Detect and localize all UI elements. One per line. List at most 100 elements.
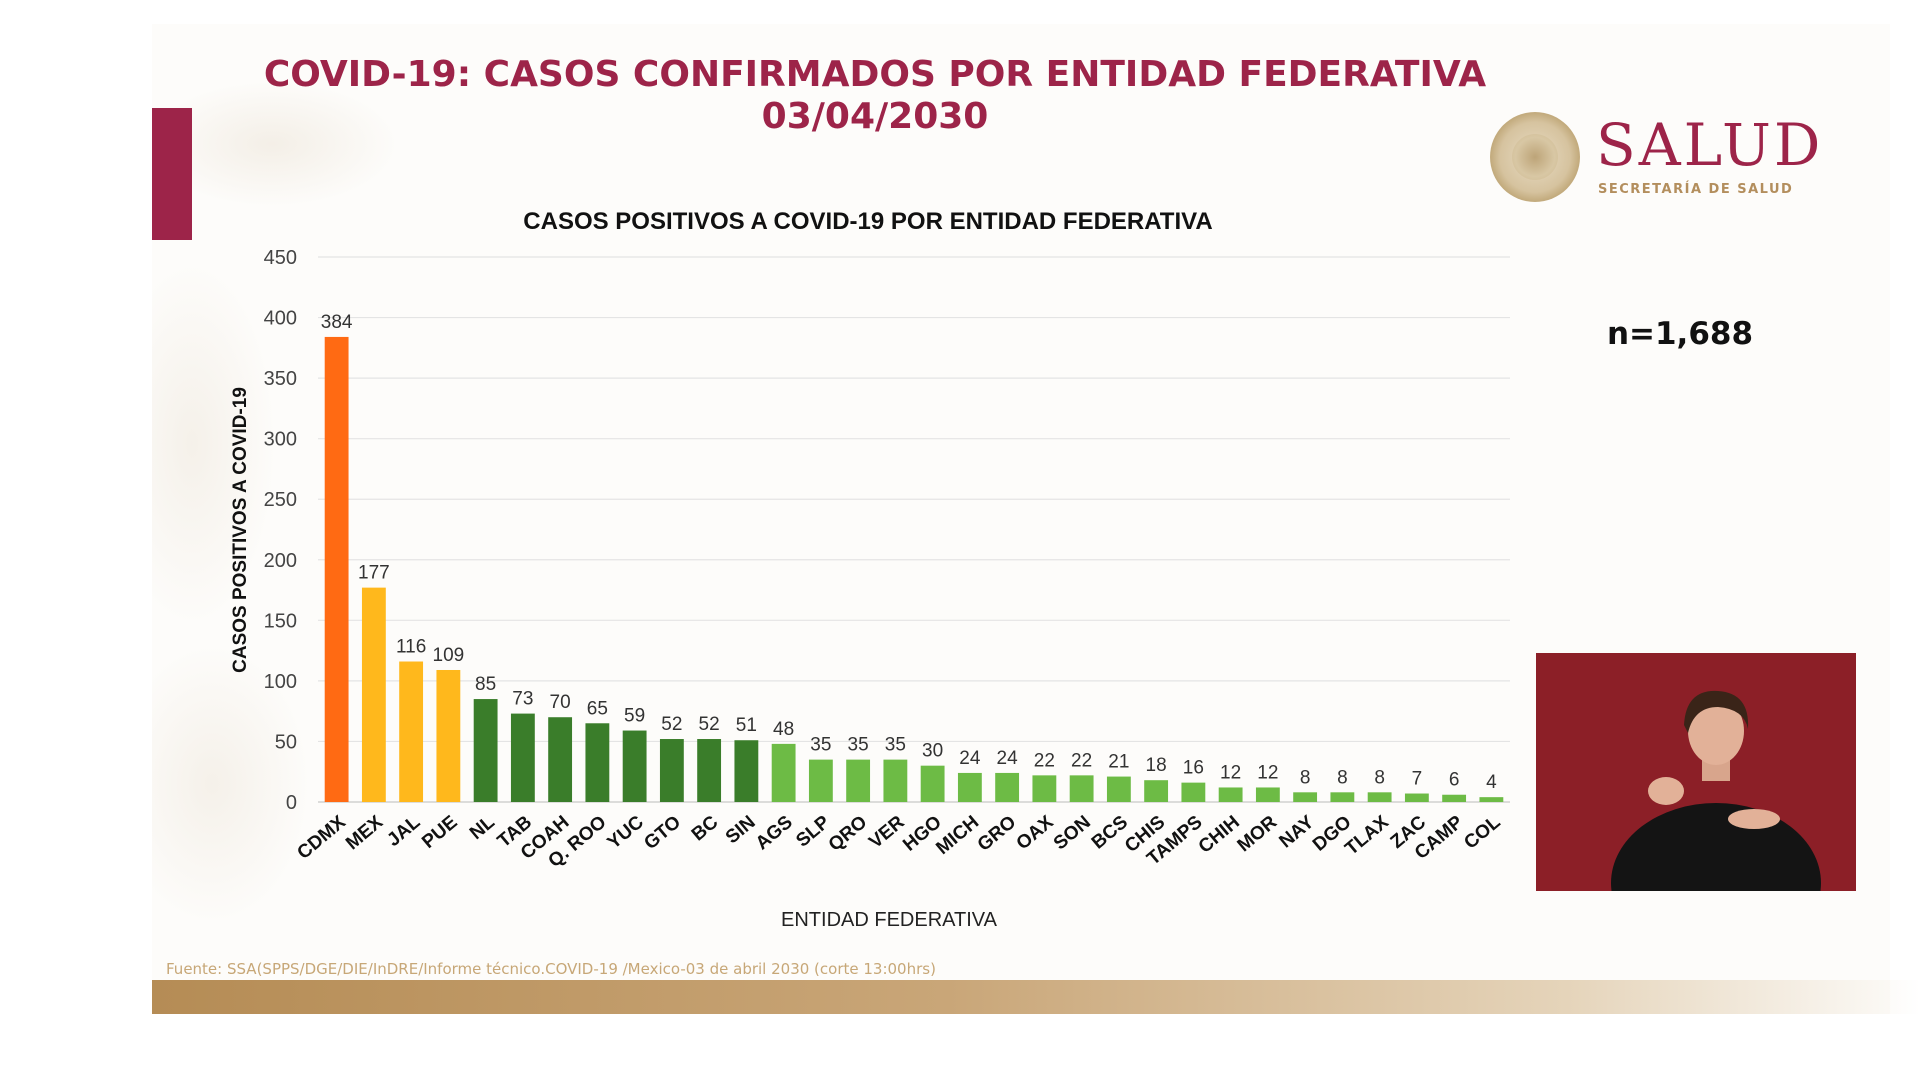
y-tick-label: 150 bbox=[264, 610, 297, 632]
logo-wordmark: SALUD bbox=[1596, 111, 1824, 179]
bar bbox=[324, 336, 349, 802]
bar-value-label: 4 bbox=[1486, 772, 1497, 793]
bar bbox=[1330, 792, 1355, 802]
x-tick-label: NAY bbox=[1275, 812, 1318, 853]
chart-title: CASOS POSITIVOS A COVID-19 POR ENTIDAD F… bbox=[523, 208, 1212, 235]
bar bbox=[1144, 780, 1169, 802]
bar bbox=[510, 713, 535, 802]
bar-value-label: 116 bbox=[396, 637, 426, 658]
x-tick-label: NL bbox=[466, 811, 499, 844]
bar-value-label: 109 bbox=[433, 645, 465, 666]
bar bbox=[1181, 782, 1206, 802]
bar-value-label: 7 bbox=[1412, 769, 1423, 790]
y-tick-label: 200 bbox=[264, 550, 297, 572]
bar bbox=[771, 743, 796, 802]
y-tick-label: 350 bbox=[264, 368, 297, 390]
bar-value-label: 384 bbox=[321, 312, 353, 333]
bar bbox=[659, 739, 684, 802]
bar bbox=[808, 759, 833, 802]
bar bbox=[1218, 787, 1243, 802]
bar bbox=[1255, 787, 1280, 802]
bar-value-label: 48 bbox=[773, 719, 794, 740]
x-tick-label: AGS bbox=[752, 812, 797, 855]
bar-value-label: 65 bbox=[587, 698, 608, 719]
bar bbox=[995, 772, 1020, 802]
bar-value-label: 8 bbox=[1300, 767, 1311, 788]
bar bbox=[1442, 794, 1467, 802]
x-tick-label: CHIH bbox=[1195, 812, 1244, 858]
bar bbox=[957, 772, 982, 802]
bar bbox=[1069, 775, 1094, 802]
x-tick-label: MEX bbox=[342, 812, 387, 855]
x-tick-label: VER bbox=[865, 812, 909, 853]
x-tick-label: PUE bbox=[418, 812, 461, 853]
bar bbox=[399, 661, 424, 802]
source-note: Fuente: SSA(SPPS/DGE/DIE/InDRE/Informe t… bbox=[166, 960, 936, 978]
bar-value-label: 24 bbox=[959, 748, 981, 769]
bar bbox=[1032, 775, 1057, 802]
y-tick-label: 50 bbox=[275, 731, 297, 753]
bar-value-label: 6 bbox=[1449, 770, 1460, 791]
bar bbox=[1106, 776, 1131, 802]
page-title: COVID-19: CASOS CONFIRMADOS POR ENTIDAD … bbox=[263, 54, 1487, 95]
y-tick-label: 300 bbox=[264, 429, 297, 451]
y-axis-ticks: 0 50 100 150 200 250 300 350 400 450 bbox=[264, 247, 297, 814]
bar-value-label: 8 bbox=[1374, 767, 1385, 788]
bar-value-label: 73 bbox=[512, 689, 533, 710]
bar bbox=[697, 739, 722, 802]
bar-value-label: 35 bbox=[848, 735, 869, 756]
x-tick-label: QRO bbox=[825, 812, 872, 856]
x-tick-label: OAX bbox=[1013, 812, 1058, 855]
bar-value-label: 52 bbox=[699, 714, 720, 735]
bar bbox=[920, 765, 945, 802]
x-axis-label: ENTIDAD FEDERATIVA bbox=[781, 909, 998, 931]
national-seal-icon bbox=[1490, 112, 1580, 202]
bar-value-label: 12 bbox=[1257, 762, 1278, 783]
x-tick-label: SIN bbox=[722, 812, 760, 848]
bar-value-label: 8 bbox=[1337, 767, 1348, 788]
bar bbox=[883, 759, 908, 802]
bar bbox=[1479, 797, 1504, 802]
y-tick-label: 400 bbox=[264, 308, 297, 330]
bar-value-label: 16 bbox=[1183, 758, 1204, 779]
x-tick-label: BC bbox=[688, 812, 723, 846]
page-date: 03/04/2030 bbox=[761, 96, 989, 137]
logo-subtitle: SECRETARÍA DE SALUD bbox=[1598, 182, 1794, 197]
red-accent-bar bbox=[152, 108, 192, 240]
bar-value-label: 177 bbox=[358, 563, 390, 584]
bar-value-label: 35 bbox=[885, 735, 906, 756]
x-tick-label: MOR bbox=[1234, 812, 1282, 857]
bar bbox=[1404, 793, 1429, 802]
sign-language-interpreter-video bbox=[1536, 653, 1856, 891]
bar bbox=[361, 587, 386, 802]
bar bbox=[734, 740, 759, 802]
bar-value-label: 24 bbox=[997, 748, 1019, 769]
bar-value-label: 22 bbox=[1034, 750, 1055, 771]
x-tick-label: COL bbox=[1460, 811, 1505, 853]
bar-value-label: 18 bbox=[1146, 755, 1167, 776]
bar-value-label: 35 bbox=[810, 735, 831, 756]
y-tick-label: 450 bbox=[264, 247, 297, 269]
y-tick-label: 100 bbox=[264, 671, 297, 693]
bar bbox=[622, 730, 647, 802]
bar-value-label: 70 bbox=[550, 692, 571, 713]
bar bbox=[548, 717, 573, 802]
bar bbox=[585, 723, 610, 802]
bar bbox=[1367, 792, 1392, 802]
bar bbox=[473, 699, 498, 802]
bar-value-label: 12 bbox=[1220, 762, 1241, 783]
bar-value-label: 52 bbox=[661, 714, 682, 735]
x-tick-label: MICH bbox=[932, 812, 983, 859]
bar-value-label: 22 bbox=[1071, 750, 1092, 771]
x-tick-label: GTO bbox=[640, 812, 685, 854]
bar-value-label: 51 bbox=[736, 715, 757, 736]
x-tick-label: SLP bbox=[792, 812, 834, 852]
bar bbox=[846, 759, 871, 802]
x-tick-label: SON bbox=[1050, 812, 1095, 855]
bar-value-label: 59 bbox=[624, 706, 645, 727]
x-tick-label: GRO bbox=[974, 812, 1021, 856]
bar bbox=[436, 669, 461, 802]
footer-gold-bar bbox=[152, 980, 1920, 1014]
interpreter-figure bbox=[1611, 690, 1821, 891]
